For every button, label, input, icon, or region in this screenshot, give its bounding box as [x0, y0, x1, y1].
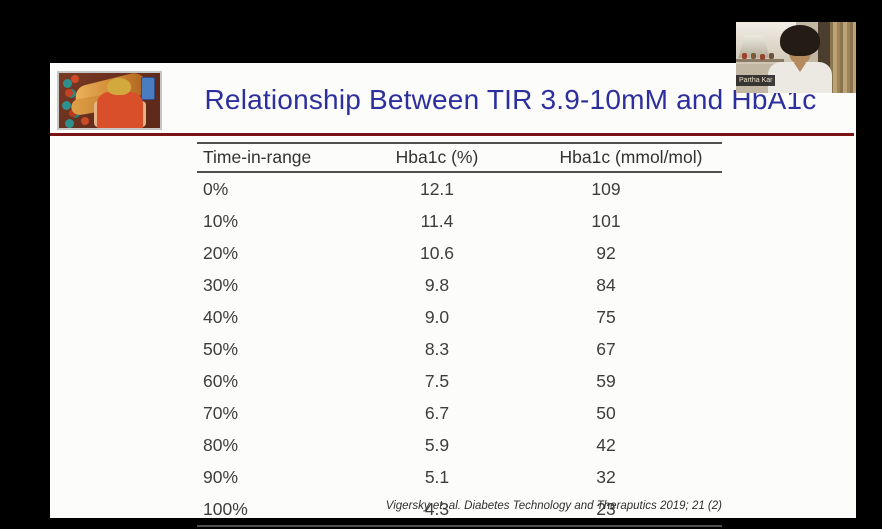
hba1c-table-body: 0% 12.1 109 10% 11.4 101 20% 10.6 92 30% 9.8 84 40% 9… [197, 172, 722, 526]
cell-hba1c-pct: 10.6 [419, 242, 455, 263]
table-row: 60% 7.5 59 [197, 365, 722, 397]
participant-name-label: Partha Kar [736, 75, 776, 86]
cell-time-in-range: 0% [203, 178, 229, 199]
table-row: 70% 6.7 50 [197, 397, 722, 429]
webcam-tile[interactable]: Partha Kar [736, 22, 856, 93]
cell-hba1c-pct: 6.7 [424, 402, 450, 423]
cell-hba1c-mmol: 84 [596, 274, 616, 295]
table-row: 90% 5.1 32 [197, 461, 722, 493]
cell-hba1c-mmol: 101 [591, 210, 621, 231]
cell-hba1c-mmol: 42 [596, 434, 616, 455]
title-divider [50, 133, 854, 136]
table-row: 80% 5.9 42 [197, 429, 722, 461]
webcam-background [830, 22, 856, 93]
webcam-background [738, 35, 770, 58]
cell-hba1c-pct: 7.5 [424, 370, 450, 391]
column-header-hba1c-mmol: Hba1c (mmol/mol) [507, 143, 722, 173]
person-figure [107, 78, 131, 95]
cell-hba1c-pct: 5.9 [424, 434, 450, 455]
molecule-teal-icon [63, 79, 72, 88]
cell-time-in-range: 80% [203, 434, 239, 455]
cell-time-in-range: 10% [203, 210, 239, 231]
column-header-time-in-range: Time-in-range [197, 143, 367, 173]
citation: Vigersky et. al. Diabetes Technology and… [385, 500, 722, 512]
cell-time-in-range: 50% [203, 338, 239, 359]
cell-time-in-range: 40% [203, 306, 239, 327]
participant-video [780, 25, 820, 56]
cell-hba1c-mmol: 23 [596, 498, 616, 519]
cell-hba1c-pct: 9.8 [424, 274, 450, 295]
participant-video [794, 63, 806, 72]
cell-time-in-range: 20% [203, 242, 239, 263]
cell-hba1c-pct: 11.4 [420, 210, 454, 231]
cell-hba1c-pct: 4.3 [424, 498, 450, 519]
table-row: 50% 8.3 67 [197, 333, 722, 365]
webcam-background [736, 59, 784, 62]
cell-time-in-range: 60% [203, 370, 239, 391]
cell-hba1c-pct: 9.0 [424, 306, 450, 327]
cell-time-in-range: 90% [203, 466, 239, 487]
cell-hba1c-mmol: 59 [596, 370, 616, 391]
cell-hba1c-pct: 8.3 [424, 338, 450, 359]
column-header-hba1c-pct: Hba1c (%) [367, 143, 507, 173]
table-row: 40% 9.0 75 [197, 301, 722, 333]
person-figure [97, 92, 143, 128]
table-row: 100% 4.3 23 [197, 493, 722, 526]
presentation-slide: Relationship Between TIR 3.9-10mM and Hb… [50, 63, 856, 527]
slide-illustration [57, 71, 162, 130]
cell-hba1c-pct: 12.1 [419, 178, 455, 199]
cell-hba1c-mmol: 67 [596, 338, 616, 359]
cell-time-in-range: 70% [203, 402, 239, 423]
table-row: 30% 9.8 84 [197, 269, 722, 301]
cell-time-in-range: 30% [203, 274, 239, 295]
cell-time-in-range: 100% [203, 498, 248, 519]
cell-hba1c-mmol: 92 [596, 242, 616, 263]
tir-hba1c-table: Time-in-range Hba1c (%) Hba1c (mmol/mol)… [197, 142, 722, 527]
table-header-row: Time-in-range Hba1c (%) Hba1c (mmol/mol) [197, 143, 722, 173]
molecule-red-icon [71, 75, 79, 83]
table-row: 0% 12.1 109 [197, 172, 722, 205]
cell-hba1c-mmol: 32 [596, 466, 616, 487]
table-row: 20% 10.6 92 [197, 237, 722, 269]
webcam-background [742, 53, 747, 59]
slide-title: Relationship Between TIR 3.9-10mM and Hb… [204, 84, 817, 115]
table-row: 10% 11.4 101 [197, 205, 722, 237]
cell-hba1c-mmol: 50 [596, 402, 616, 423]
phone-icon [141, 77, 155, 100]
cell-hba1c-pct: 5.1 [424, 466, 450, 487]
cell-hba1c-mmol: 75 [596, 306, 616, 327]
cell-hba1c-mmol: 109 [591, 178, 621, 199]
